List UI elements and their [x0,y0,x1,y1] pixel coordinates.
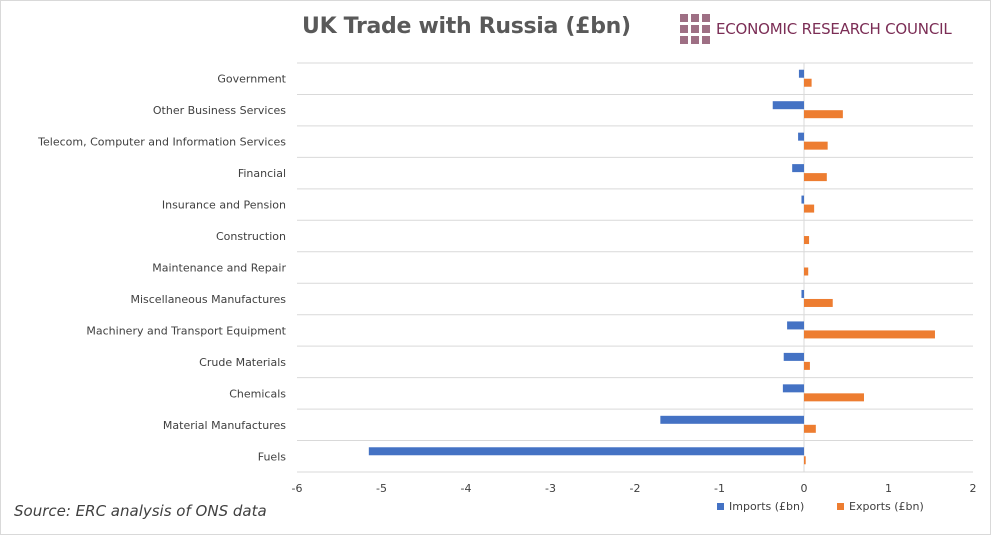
x-tick-label: 1 [885,482,892,495]
exports-bar [804,424,816,433]
category-label: Material Manufactures [163,419,286,432]
imports-bar [792,164,804,173]
legend-swatch-imports [717,503,724,510]
category-label: Insurance and Pension [162,199,286,212]
exports-bar [804,267,809,276]
exports-bar [804,330,935,339]
x-tick-label: 2 [970,482,977,495]
x-tick-label: 0 [801,482,808,495]
imports-bar [801,195,804,204]
exports-bar [804,456,806,465]
category-label: Crude Materials [199,356,286,369]
imports-bar [801,289,804,298]
category-label: Government [217,73,286,86]
x-tick-label: -2 [630,482,641,495]
x-tick-label: -3 [545,482,556,495]
exports-bar [804,141,828,150]
exports-bar [804,236,810,245]
category-label: Miscellaneous Manufactures [130,293,286,306]
imports-bar [783,352,804,361]
imports-bar [782,384,804,393]
category-label: Maintenance and Repair [152,262,286,275]
logo-grid-icon [680,14,710,44]
legend-item-imports: Imports (£bn) [717,500,804,513]
exports-bar [804,361,810,370]
category-label: Chemicals [229,387,286,400]
category-label: Construction [216,230,286,243]
source-note: Source: ERC analysis of ONS data [14,502,267,520]
imports-bar [798,69,804,78]
erc-logo: ECONOMIC RESEARCH COUNCIL [680,14,952,44]
imports-bar [660,415,804,424]
imports-bar [798,132,804,141]
chart-title: UK Trade with Russia (£bn) [302,14,631,39]
imports-bar [772,101,804,110]
category-label: Telecom, Computer and Information Servic… [37,136,286,149]
legend-label-exports: Exports (£bn) [849,500,924,513]
imports-bar [787,321,804,330]
legend-swatch-exports [837,503,844,510]
x-tick-label: -6 [292,482,303,495]
category-label: Financial [238,167,286,180]
x-tick-label: -5 [376,482,387,495]
exports-bar [804,393,864,402]
logo-text: ECONOMIC RESEARCH COUNCIL [716,20,952,38]
x-tick-label: -4 [461,482,472,495]
exports-bar [804,78,812,87]
category-label: Other Business Services [153,104,286,117]
x-tick-label: -1 [714,482,725,495]
legend-label-imports: Imports (£bn) [729,500,805,513]
exports-bar [804,204,815,213]
legend-item-exports: Exports (£bn) [837,500,924,513]
category-label: Fuels [258,450,287,463]
exports-bar [804,110,843,119]
category-label: Machinery and Transport Equipment [86,324,286,337]
imports-bar [368,447,804,456]
exports-bar [804,173,827,182]
exports-bar [804,298,833,307]
